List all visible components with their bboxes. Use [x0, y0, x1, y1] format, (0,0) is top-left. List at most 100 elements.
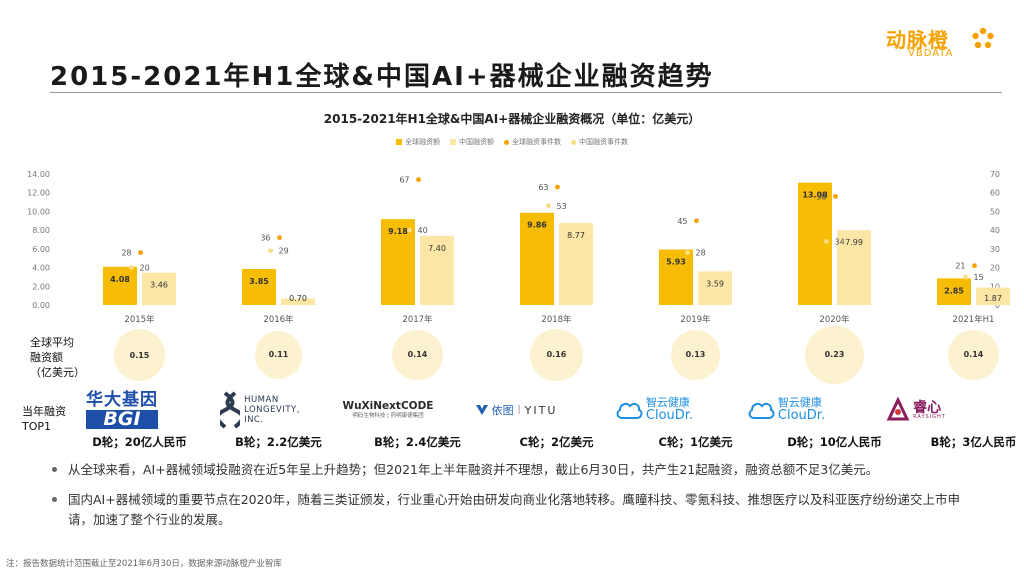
- bar-global-amount: [381, 219, 415, 305]
- legend-item-china-events: 中国融资事件数: [571, 137, 628, 147]
- bar-china-amount: [837, 230, 871, 305]
- avg-bubble: 0.14: [948, 329, 999, 381]
- point-global-events: [555, 184, 560, 190]
- brand-name-cn: 动脉橙: [886, 28, 949, 52]
- company-round-label: B轮；2.2亿美元: [235, 435, 322, 449]
- bar-label-global: 9.86: [527, 221, 547, 230]
- legend-label: 中国融资额: [459, 138, 494, 146]
- y-left-tick-label: 14.00: [27, 170, 50, 179]
- bar-label-china: 0.70: [289, 294, 307, 303]
- top1-label-line: TOP1: [22, 420, 52, 433]
- y-left-tick-label: 0.00: [32, 301, 50, 310]
- brand-flower-icon: [972, 27, 994, 49]
- company-name: 睿心: [913, 399, 942, 416]
- y-left-tick-label: 10.00: [27, 207, 50, 216]
- legend-label: 中国融资事件数: [579, 138, 628, 146]
- point-label-global: 67: [399, 176, 409, 185]
- company-name: LONGEVITY,: [244, 405, 300, 415]
- x-tick-label: 2016年: [263, 314, 294, 325]
- legend-swatch: [504, 139, 509, 145]
- company-logo-yitu: 依图 | YITU: [460, 390, 572, 430]
- company-logo-bgi: 华大基因 BGI: [66, 390, 178, 430]
- brand-name-en: VBDATA: [908, 48, 954, 59]
- point-label-global: 28: [121, 249, 131, 258]
- bar-global-amount: [659, 249, 693, 305]
- company-round-label: C轮；2亿美元: [519, 435, 594, 449]
- avg-bubble: 0.14: [392, 329, 443, 381]
- company-round-label: D轮；20亿人民币: [92, 435, 187, 449]
- source-note: 注：报告数据统计范围截止至2021年6月30日，数据来源动脉橙产业智库: [6, 559, 282, 569]
- bar-global-amount: [520, 212, 554, 305]
- company-logo-cloudr-2020: 智云健康 ClouDr.: [730, 390, 842, 430]
- bar-china-amount: [281, 298, 315, 305]
- dna-icon: [220, 391, 241, 429]
- bar-label-global: 3.85: [249, 277, 269, 286]
- x-tick-label: 2019年: [680, 314, 711, 325]
- avg-bubble: 0.23: [805, 325, 864, 385]
- legend-swatch: [396, 139, 402, 145]
- y-left-tick-label: 12.00: [27, 189, 50, 198]
- chart-legend: 全球融资额 中国融资额 全球融资事件数 中国融资事件数: [0, 137, 1024, 147]
- top1-row-label: 当年融资 TOP1: [22, 404, 66, 434]
- funding-chart: 0.00 2.00 4.00 6.00 8.00 10.00 12.00 14.00 0 10 20…: [27, 170, 1010, 325]
- bar-global-amount: [103, 266, 137, 305]
- page-title: 2015-2021年H1全球&中国AI+器械企业融资趋势: [50, 62, 714, 92]
- x-tick-label: 2017年: [402, 314, 433, 325]
- company-name: 华大基因: [86, 389, 158, 410]
- point-label-global: 45: [677, 217, 687, 226]
- point-label-china: 20: [140, 264, 150, 273]
- company-name-en: RAYSIGHT: [913, 413, 946, 420]
- x-tick-label: 2021年H1: [953, 314, 995, 325]
- bar-global-amount: [242, 268, 276, 305]
- avg-bubble: 0.13: [670, 330, 721, 380]
- point-global-events: [277, 235, 282, 241]
- company-name: 智云健康: [777, 395, 822, 409]
- legend-item-global-amount: 全球融资额: [396, 137, 440, 147]
- bar-label-global: 4.08: [110, 275, 130, 284]
- bar-label-china: 1.87: [984, 294, 1002, 303]
- summary-bullets: 从全球来看，AI+器械领域投融资在近5年呈上升趋势；但2021年上半年融资并不理…: [48, 460, 978, 540]
- legend-item-global-events: 全球融资事件数: [504, 137, 561, 147]
- company-round-label: C轮；1亿美元: [658, 435, 733, 449]
- point-global-events: [138, 250, 143, 256]
- point-china-events: [129, 265, 134, 270]
- bar-china-amount: [976, 287, 1010, 305]
- bar-label-china: 3.59: [706, 279, 724, 288]
- company-name: 依图: [491, 404, 514, 417]
- company-round-label: B轮；3亿人民币: [930, 435, 1017, 449]
- y-left-tick-label: 2.00: [32, 282, 50, 291]
- bullet-item: 从全球来看，AI+器械领域投融资在近5年呈上升趋势；但2021年上半年融资并不理…: [48, 460, 978, 480]
- brand-logo: 动脉橙 VBDATA: [878, 22, 998, 64]
- bar-china-amount: [559, 222, 593, 305]
- point-china-events: [546, 203, 551, 209]
- company-logo-cloudr-2019: 智云健康 ClouDr.: [598, 390, 710, 430]
- company-logo-raysight: 睿心 RAYSIGHT: [860, 390, 972, 430]
- y-right-tick-label: 20: [990, 264, 1000, 273]
- point-china-events: [685, 250, 690, 256]
- bar-label-china: 8.77: [567, 231, 585, 240]
- company-name-en: ClouDr.: [777, 407, 826, 423]
- avg-bubble: 0.16: [530, 328, 583, 382]
- point-china-events: [963, 274, 968, 280]
- legend-label: 全球融资事件数: [512, 138, 561, 146]
- bar-china-amount: [142, 272, 176, 305]
- point-global-events: [833, 194, 838, 199]
- company-round-label: B轮；2.4亿美元: [374, 435, 461, 449]
- company-name-en: YITU: [524, 403, 558, 417]
- y-right-tick-label: 70: [990, 170, 1000, 179]
- raysight-mark-icon: [886, 397, 910, 421]
- point-china-events: [407, 227, 412, 233]
- x-tick-label: 2015年: [124, 314, 155, 325]
- avg-label-line: （亿美元）: [30, 366, 85, 379]
- bar-label-global: 2.85: [944, 286, 964, 295]
- y-left-tick-label: 6.00: [32, 245, 50, 254]
- company-name-en: BGI: [86, 409, 158, 429]
- legend-swatch: [450, 139, 456, 145]
- point-label-china: 40: [418, 226, 428, 235]
- y-right-tick-label: 60: [990, 189, 1000, 198]
- company-subname: 明码生物科技 | 药明康德集团: [352, 412, 424, 419]
- y-right-tick-label: 10: [990, 282, 1000, 291]
- x-tick-label: 2020年: [819, 314, 850, 325]
- yitu-mark-icon: [475, 405, 488, 415]
- x-tick-label: 2018年: [541, 314, 572, 325]
